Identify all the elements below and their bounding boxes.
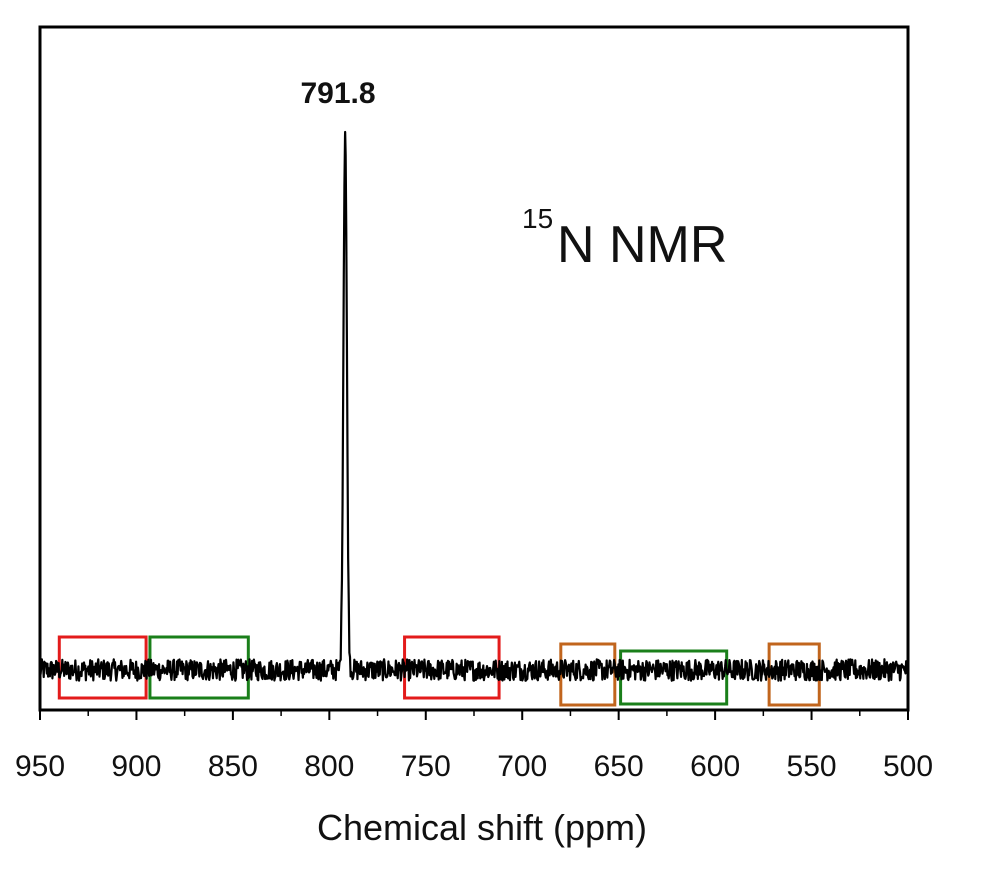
nmr-label: N NMR — [557, 216, 727, 274]
x-tick-label: 650 — [594, 750, 644, 783]
x-tick-label: 500 — [883, 750, 933, 783]
x-tick-label: 850 — [208, 750, 258, 783]
x-tick-label: 750 — [401, 750, 451, 783]
x-tick-label: 900 — [111, 750, 161, 783]
plot-frame — [38, 25, 910, 712]
peak-label: 791.8 — [300, 77, 375, 110]
x-tick-label: 550 — [787, 750, 837, 783]
spectrum-line — [38, 130, 909, 682]
x-tick-label: 800 — [304, 750, 354, 783]
x-tick-label: 700 — [497, 750, 547, 783]
x-tick-label: 600 — [690, 750, 740, 783]
nmr-label-superscript: 15 — [522, 203, 553, 234]
x-axis-ticks: 950 900 850 800 750 700 650 600 550 500 — [15, 710, 933, 783]
x-axis-title: Chemical shift (ppm) — [317, 807, 647, 848]
x-tick-label: 950 — [15, 750, 65, 783]
